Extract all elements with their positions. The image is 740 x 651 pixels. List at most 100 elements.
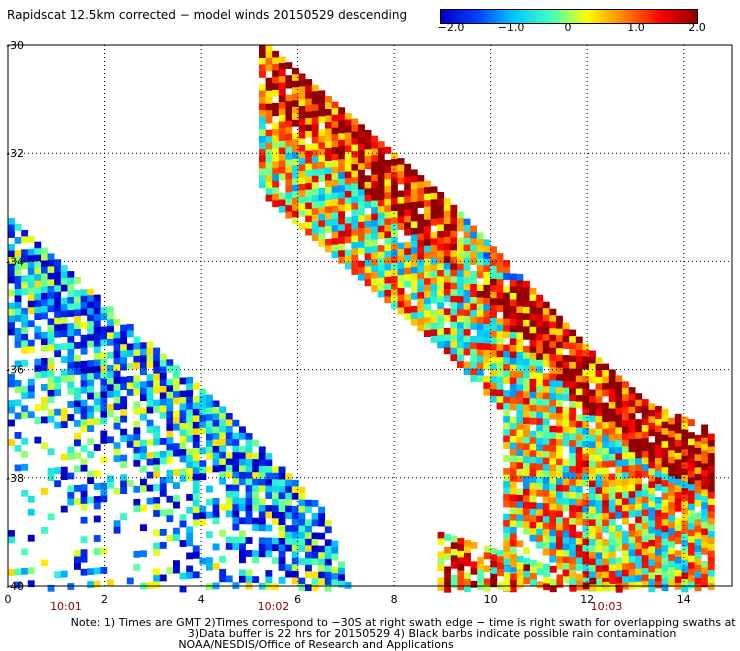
heatmap-cell bbox=[470, 336, 478, 343]
heatmap-cell bbox=[655, 497, 662, 504]
heatmap-cell bbox=[265, 97, 273, 104]
heatmap-cell bbox=[701, 431, 709, 438]
heatmap-cell bbox=[608, 506, 616, 513]
heatmap-cell bbox=[608, 545, 616, 552]
heatmap-cell bbox=[681, 572, 689, 580]
heatmap-cell bbox=[74, 407, 81, 414]
heatmap-cell bbox=[120, 409, 128, 416]
heatmap-cell bbox=[272, 167, 280, 175]
heatmap-cell bbox=[166, 398, 174, 406]
heatmap-cell bbox=[107, 384, 114, 392]
heatmap-cell bbox=[199, 427, 207, 435]
heatmap-cell bbox=[358, 247, 365, 255]
heatmap-cell bbox=[463, 361, 471, 369]
heatmap-cell bbox=[404, 215, 412, 223]
heatmap-cell bbox=[120, 461, 128, 468]
heatmap-cell bbox=[608, 558, 616, 565]
heatmap-cell bbox=[60, 408, 68, 415]
heatmap-cell bbox=[351, 196, 359, 204]
heatmap-cell bbox=[516, 488, 524, 496]
heatmap-cell bbox=[298, 145, 306, 152]
heatmap-cell bbox=[80, 490, 88, 498]
heatmap-cell bbox=[8, 276, 15, 284]
heatmap-cell bbox=[688, 503, 695, 511]
heatmap-cell bbox=[206, 511, 213, 519]
heatmap-cell bbox=[490, 547, 498, 555]
heatmap-cell bbox=[635, 581, 643, 589]
heatmap-cell bbox=[536, 489, 544, 497]
heatmap-cell bbox=[430, 238, 438, 246]
heatmap-cell bbox=[608, 571, 616, 578]
heatmap-cell bbox=[100, 391, 108, 399]
heatmap-cell bbox=[199, 447, 207, 455]
heatmap-cell bbox=[615, 414, 623, 422]
heatmap-cell bbox=[543, 583, 551, 591]
heatmap-cell bbox=[503, 468, 511, 475]
heatmap-cell bbox=[100, 495, 108, 503]
heatmap-cell bbox=[358, 150, 365, 158]
heatmap-cell bbox=[351, 268, 359, 275]
heatmap-cell bbox=[41, 299, 48, 307]
heatmap-cell bbox=[166, 534, 174, 542]
heatmap-cell bbox=[93, 307, 101, 315]
heatmap-cell bbox=[199, 388, 207, 396]
heatmap-cell bbox=[503, 546, 511, 553]
heatmap-cell bbox=[305, 222, 313, 229]
heatmap-cell bbox=[259, 45, 266, 52]
heatmap-cell bbox=[311, 571, 319, 579]
heatmap-cell bbox=[87, 425, 95, 432]
heatmap-cell bbox=[476, 369, 484, 376]
heatmap-cell bbox=[153, 503, 161, 511]
heatmap-cell bbox=[113, 370, 121, 378]
heatmap-cell bbox=[54, 324, 62, 332]
heatmap-cell bbox=[536, 424, 544, 432]
heatmap-cell bbox=[107, 377, 114, 385]
heatmap-cell bbox=[569, 446, 577, 454]
heatmap-cell bbox=[595, 422, 603, 430]
heatmap-cell bbox=[595, 396, 603, 404]
heatmap-cell bbox=[173, 423, 180, 431]
heatmap-cell bbox=[265, 149, 273, 156]
heatmap-cell bbox=[536, 457, 544, 465]
heatmap-cell bbox=[87, 379, 95, 387]
heatmap-cell bbox=[615, 394, 623, 402]
heatmap-cell bbox=[523, 326, 530, 334]
heatmap-cell bbox=[523, 436, 530, 444]
heatmap-cell bbox=[305, 131, 313, 138]
heatmap-cell bbox=[556, 452, 563, 459]
heatmap-cell bbox=[582, 343, 590, 351]
heatmap-cell bbox=[192, 506, 200, 514]
heatmap-cell bbox=[582, 369, 590, 377]
heatmap-cell bbox=[648, 487, 656, 495]
heatmap-cell bbox=[60, 284, 68, 292]
heatmap-cell bbox=[450, 548, 458, 556]
heatmap-cell bbox=[681, 546, 689, 554]
heatmap-cell bbox=[278, 102, 286, 109]
heatmap-cell bbox=[80, 464, 88, 472]
heatmap-cell bbox=[476, 343, 484, 350]
heatmap-cell bbox=[509, 364, 517, 372]
heatmap-cell bbox=[681, 455, 689, 463]
heatmap-cell bbox=[245, 472, 253, 479]
heatmap-cell bbox=[602, 376, 610, 384]
heatmap-cell bbox=[496, 363, 504, 371]
heatmap-cell bbox=[608, 460, 616, 468]
heatmap-cell bbox=[503, 429, 511, 436]
heatmap-cell bbox=[641, 405, 649, 413]
heatmap-cell bbox=[496, 298, 504, 306]
heatmap-cell bbox=[219, 568, 227, 576]
heatmap-cell bbox=[536, 515, 544, 523]
heatmap-cell bbox=[450, 555, 458, 563]
heatmap-cell bbox=[575, 473, 583, 480]
heatmap-cell bbox=[93, 567, 101, 575]
heatmap-cell bbox=[331, 225, 339, 232]
heatmap-cell bbox=[159, 438, 167, 445]
heatmap-cell bbox=[93, 392, 101, 399]
heatmap-cell bbox=[463, 225, 471, 232]
heatmap-cell bbox=[464, 585, 471, 593]
heatmap-cell bbox=[27, 495, 35, 503]
heatmap-cell bbox=[133, 388, 141, 396]
heatmap-cell bbox=[575, 538, 583, 545]
heatmap-cell bbox=[417, 318, 425, 325]
heatmap-cell bbox=[87, 308, 95, 315]
